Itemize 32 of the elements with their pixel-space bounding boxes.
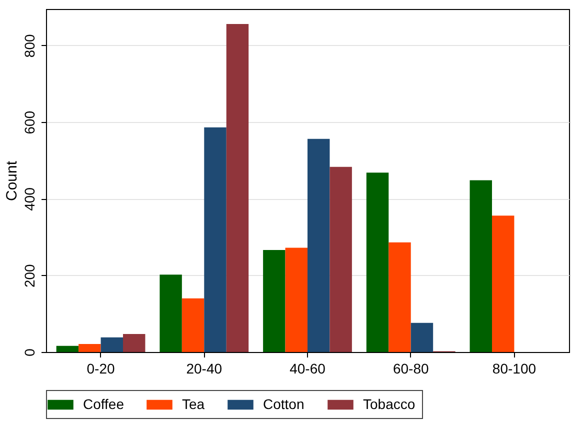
- bar: [204, 127, 226, 352]
- legend-label: Tobacco: [363, 396, 416, 412]
- bar: [123, 334, 146, 352]
- y-tick-label: 200: [22, 264, 38, 288]
- y-tick-label: 600: [22, 110, 38, 134]
- bar: [78, 344, 101, 352]
- y-tick-label: 400: [22, 187, 38, 211]
- y-tick-label: 0: [22, 348, 38, 356]
- bar: [160, 274, 182, 352]
- y-tick-label: 800: [22, 34, 38, 58]
- x-tick-label: 60-80: [392, 360, 429, 376]
- bar: [492, 216, 514, 352]
- legend-label: Coffee: [83, 396, 124, 412]
- bar: [56, 346, 79, 352]
- bar: [410, 322, 434, 352]
- x-tick-label: 80-100: [492, 360, 536, 376]
- bar: [470, 180, 492, 352]
- bar: [226, 24, 249, 352]
- bar: [182, 298, 204, 352]
- x-tick-label: 0-20: [86, 360, 115, 376]
- legend-label: Tea: [182, 396, 205, 412]
- bar: [100, 337, 124, 352]
- bar: [330, 166, 352, 352]
- y-axis-title: Count: [4, 160, 20, 202]
- x-tick-label: 20-40: [186, 360, 222, 376]
- legend-label: Cotton: [263, 396, 304, 412]
- bar: [366, 172, 389, 352]
- x-tick-label: 40-60: [290, 360, 326, 376]
- bar: [388, 242, 411, 352]
- bar: [263, 250, 286, 352]
- bar: [285, 248, 308, 352]
- bar: [308, 138, 330, 352]
